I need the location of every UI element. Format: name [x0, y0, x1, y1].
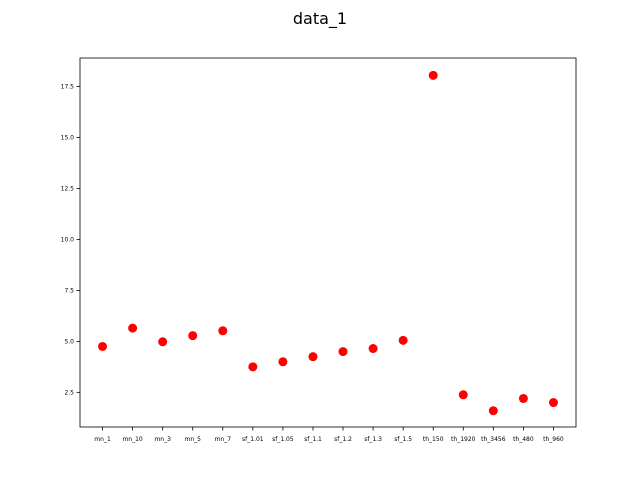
- y-tick-label: 5.0: [64, 338, 74, 345]
- y-tick-label: 2.5: [64, 389, 74, 396]
- y-tick-label: 10.0: [61, 236, 75, 243]
- y-tick-label: 17.5: [61, 84, 75, 91]
- data-point: [188, 331, 198, 341]
- x-tick-label: sf_1.5: [394, 436, 412, 443]
- x-tick-label: th_480: [513, 436, 534, 443]
- data-point: [248, 362, 258, 372]
- y-axis: 2.5 5.0 7.5 10.0 12.5 15.0 17.5: [61, 84, 80, 396]
- chart-title: data_1: [293, 9, 347, 29]
- data-point: [338, 347, 348, 357]
- data-points: [98, 70, 558, 416]
- plot-area-frame: [79, 57, 577, 428]
- x-tick-label: th_150: [423, 436, 444, 443]
- x-tick-label: sf_1.2: [334, 436, 352, 443]
- x-tick-label: th_1920: [451, 436, 476, 443]
- x-tick-label: sf_1.01: [242, 436, 264, 443]
- data-point: [548, 398, 558, 408]
- data-point: [308, 352, 318, 362]
- data-point: [488, 406, 498, 416]
- data-point: [428, 70, 438, 80]
- x-tick-label: sf_1.05: [272, 436, 294, 443]
- data-point: [128, 323, 138, 333]
- data-point: [458, 390, 468, 400]
- x-tick-label: th_960: [543, 436, 564, 443]
- x-tick-label: sf_1.1: [304, 436, 322, 443]
- x-tick-label: sf_1.3: [364, 436, 382, 443]
- x-tick-label: mn_3: [154, 436, 171, 443]
- data-point: [368, 344, 378, 354]
- y-tick-label: 12.5: [61, 185, 75, 192]
- x-axis: mn_1 mn_10 mn_3 mn_5 mn_7 sf_1.01 sf_1.05 sf_1.…: [94, 427, 564, 443]
- data-point: [98, 341, 108, 351]
- x-tick-label: mn_10: [122, 436, 142, 443]
- y-tick-label: 15.0: [61, 135, 75, 142]
- data-point: [278, 357, 288, 367]
- x-tick-label: mn_5: [184, 436, 201, 443]
- data-point: [518, 393, 528, 403]
- data-point: [158, 337, 168, 347]
- data-point: [218, 326, 228, 336]
- x-tick-label: mn_7: [215, 436, 232, 443]
- y-tick-label: 7.5: [64, 287, 74, 294]
- x-tick-label: th_3456: [481, 436, 506, 443]
- data-point: [398, 335, 408, 345]
- x-tick-label: mn_1: [94, 436, 111, 443]
